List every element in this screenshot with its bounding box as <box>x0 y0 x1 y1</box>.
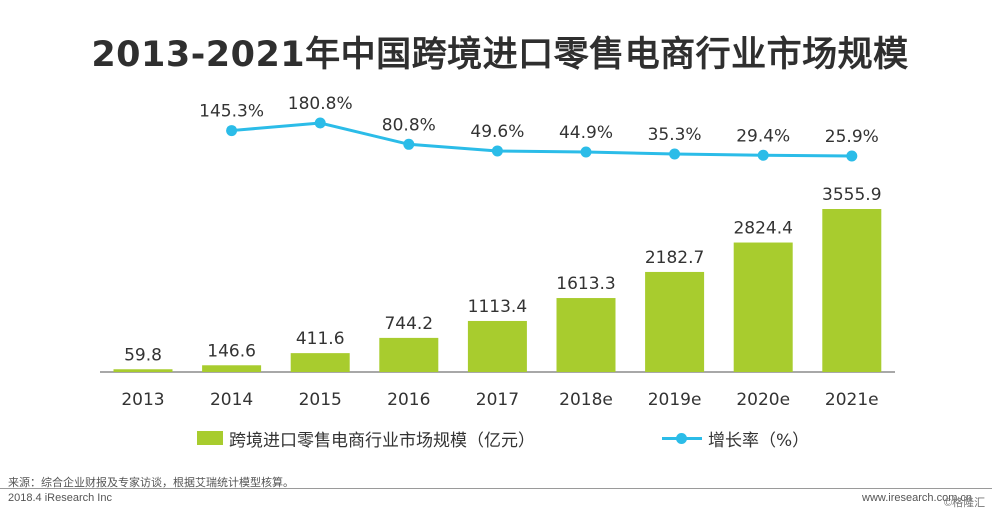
source-note: 来源：综合企业财报及专家访谈，根据艾瑞统计模型核算。 <box>8 477 294 489</box>
bar-value-label: 1113.4 <box>468 297 527 317</box>
growth-value-label: 44.9% <box>559 123 613 143</box>
growth-point-2018e <box>580 146 592 158</box>
bar-2016 <box>379 337 439 372</box>
bar-2017 <box>467 320 527 372</box>
chart-title: 2013-2021年中国跨境进口零售电商行业市场规模 <box>91 35 909 75</box>
x-tick-label: 2014 <box>210 390 253 410</box>
bar-value-label: 411.6 <box>296 329 345 349</box>
bar-2019e <box>645 271 705 372</box>
bar-value-label: 59.8 <box>124 345 162 365</box>
growth-value-label: 80.8% <box>382 115 436 135</box>
growth-point-2019e <box>669 148 681 160</box>
x-tick-label: 2017 <box>476 390 519 410</box>
legend-bar-series: 跨境进口零售电商行业市场规模（亿元） <box>197 425 535 451</box>
growth-value-label: 35.3% <box>648 125 702 145</box>
bar-value-label: 744.2 <box>384 314 433 334</box>
growth-value-label: 49.6% <box>470 122 524 142</box>
bar-series <box>113 209 882 372</box>
bar-2014 <box>202 365 262 372</box>
bar-value-label: 2182.7 <box>645 248 704 268</box>
growth-point-2014 <box>226 125 238 137</box>
legend-line-series: 增长率（%） <box>662 425 809 451</box>
watermark: ©格隆汇 <box>944 497 986 509</box>
bar-value-labels: 59.8 146.6 411.6 744.2 1113.4 1613.3 2182.7 282… <box>124 185 881 365</box>
legend-bar-label: 跨境进口零售电商行业市场规模（亿元） <box>229 430 535 451</box>
x-tick-label: 2021e <box>825 390 879 410</box>
x-tick-label: 2018e <box>559 390 613 410</box>
bar-2020e <box>733 242 793 372</box>
bar-2015 <box>290 353 350 372</box>
bar-value-label: 146.6 <box>207 341 256 361</box>
bar-value-label: 2824.4 <box>733 219 792 239</box>
growth-value-label: 180.8% <box>288 94 353 114</box>
footer-website: www.iresearch.com.cn <box>862 492 973 504</box>
x-tick-label: 2013 <box>121 390 164 410</box>
growth-point-2015 <box>314 117 326 129</box>
growth-line <box>231 121 852 158</box>
bar-value-label: 1613.3 <box>556 274 615 294</box>
bar-2018e <box>556 298 616 372</box>
growth-point-2016 <box>403 138 415 150</box>
x-tick-label: 2016 <box>387 390 430 410</box>
growth-value-label: 145.3% <box>199 102 264 122</box>
growth-value-label: 25.9% <box>825 127 879 147</box>
growth-line-series: 145.3% 180.8% 80.8% 49.6% 44.9% 35.3% 29.4% 25.… <box>199 94 879 162</box>
growth-point-2020e <box>757 149 769 161</box>
growth-point-2021e <box>846 150 858 162</box>
legend-line-swatch <box>662 431 702 445</box>
bar-2021e <box>822 209 882 372</box>
footer-date-org: 2018.4 iResearch Inc <box>8 492 112 504</box>
x-tick-labels: 2013 2014 2015 2016 2017 2018e 2019e 2020e 2021e <box>121 390 878 410</box>
x-tick-label: 2020e <box>736 390 790 410</box>
legend-bar-swatch <box>197 431 223 445</box>
growth-value-label: 29.4% <box>736 126 790 146</box>
legend-line-label: 增长率（%） <box>708 430 810 451</box>
bar-value-label: 3555.9 <box>822 185 881 205</box>
bar-2013 <box>113 369 173 372</box>
x-tick-label: 2015 <box>299 390 342 410</box>
x-tick-label: 2019e <box>648 390 702 410</box>
growth-point-2017 <box>491 145 503 157</box>
footer-divider <box>0 488 992 489</box>
